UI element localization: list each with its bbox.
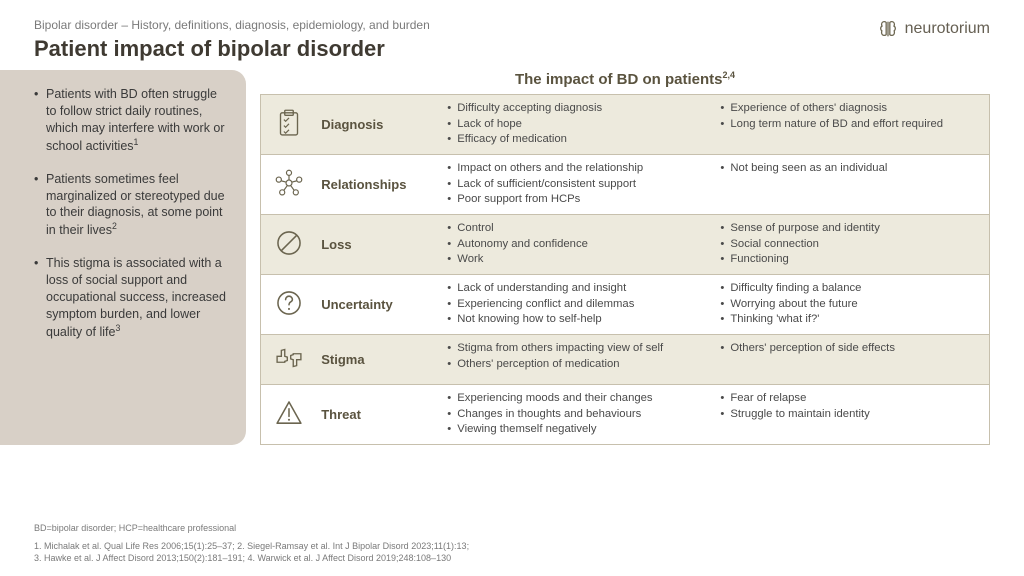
row-items: Impact on others and the relationshipLac… (443, 155, 716, 215)
loss-icon (261, 215, 318, 275)
brand-logo: neurotorium (877, 18, 990, 40)
list-item: Not knowing how to self-help (447, 312, 708, 327)
relationships-icon (261, 155, 318, 215)
list-item: Work (447, 252, 708, 267)
diagnosis-icon (261, 95, 318, 155)
row-items: Stigma from others impacting view of sel… (443, 335, 716, 385)
list-item: Poor support from HCPs (447, 192, 708, 207)
list-item: Functioning (720, 252, 981, 267)
abbreviations: BD=bipolar disorder; HCP=healthcare prof… (34, 522, 990, 534)
list-item: Difficulty finding a balance (720, 281, 981, 296)
list-item: Long term nature of BD and effort requir… (720, 117, 981, 132)
breadcrumb: Bipolar disorder – History, definitions,… (34, 18, 990, 32)
impact-table: DiagnosisDifficulty accepting diagnosisL… (260, 94, 990, 445)
table-title: The impact of BD on patients2,4 (260, 70, 990, 88)
list-item: Lack of hope (447, 117, 708, 132)
stigma-icon (261, 335, 318, 385)
list-item: Stigma from others impacting view of sel… (447, 341, 708, 356)
list-item: Experience of others' diagnosis (720, 101, 981, 116)
list-item: Worrying about the future (720, 297, 981, 312)
list-item: Control (447, 221, 708, 236)
row-items: Experiencing moods and their changesChan… (443, 385, 716, 445)
brain-icon (877, 18, 899, 40)
list-item: Experiencing conflict and dilemmas (447, 297, 708, 312)
references-line: 1. Michalak et al. Qual Life Res 2006;15… (34, 540, 990, 552)
list-item: Social connection (720, 237, 981, 252)
list-item: Others' perception of medication (447, 357, 708, 372)
sidebar-bullet: This stigma is associated with a loss of… (34, 255, 228, 341)
row-label: Uncertainty (317, 275, 443, 335)
list-item: Thinking 'what if?' (720, 312, 981, 327)
brand-name: neurotorium (905, 20, 990, 38)
list-item: Lack of sufficient/consistent support (447, 177, 708, 192)
list-item: Lack of understanding and insight (447, 281, 708, 296)
list-item: Difficulty accepting diagnosis (447, 101, 708, 116)
row-items: Difficulty finding a balanceWorrying abo… (716, 275, 989, 335)
row-items: Difficulty accepting diagnosisLack of ho… (443, 95, 716, 155)
references-line: 3. Hawke et al. J Affect Disord 2013;150… (34, 552, 990, 564)
row-items: Others' perception of side effects (716, 335, 989, 385)
row-label: Loss (317, 215, 443, 275)
list-item: Fear of relapse (720, 391, 981, 406)
row-items: ControlAutonomy and confidenceWork (443, 215, 716, 275)
row-label: Relationships (317, 155, 443, 215)
sidebar-panel: Patients with BD often struggle to follo… (0, 70, 246, 445)
row-label: Diagnosis (317, 95, 443, 155)
list-item: Struggle to maintain identity (720, 407, 981, 422)
impact-table-wrap: The impact of BD on patients2,4 Diagnosi… (260, 70, 990, 445)
row-items: Fear of relapseStruggle to maintain iden… (716, 385, 989, 445)
row-items: Not being seen as an individual (716, 155, 989, 215)
row-label: Stigma (317, 335, 443, 385)
table-row: UncertaintyLack of understanding and ins… (261, 275, 990, 335)
sidebar-bullet: Patients sometimes feel marginalized or … (34, 171, 228, 240)
list-item: Not being seen as an individual (720, 161, 981, 176)
table-row: RelationshipsImpact on others and the re… (261, 155, 990, 215)
row-items: Sense of purpose and identitySocial conn… (716, 215, 989, 275)
row-items: Experience of others' diagnosisLong term… (716, 95, 989, 155)
list-item: Autonomy and confidence (447, 237, 708, 252)
uncertainty-icon (261, 275, 318, 335)
footnotes: BD=bipolar disorder; HCP=healthcare prof… (34, 522, 990, 564)
list-item: Viewing themself negatively (447, 422, 708, 437)
table-row: Stigma Stigma from others impacting view … (261, 335, 990, 385)
list-item: Changes in thoughts and behaviours (447, 407, 708, 422)
list-item: Impact on others and the relationship (447, 161, 708, 176)
row-items: Lack of understanding and insightExperie… (443, 275, 716, 335)
table-row: ThreatExperiencing moods and their chang… (261, 385, 990, 445)
row-label: Threat (317, 385, 443, 445)
list-item: Efficacy of medication (447, 132, 708, 147)
list-item: Others' perception of side effects (720, 341, 981, 356)
table-row: DiagnosisDifficulty accepting diagnosisL… (261, 95, 990, 155)
list-item: Experiencing moods and their changes (447, 391, 708, 406)
list-item: Sense of purpose and identity (720, 221, 981, 236)
sidebar-bullet: Patients with BD often struggle to follo… (34, 86, 228, 155)
threat-icon (261, 385, 318, 445)
table-row: LossControlAutonomy and confidenceWorkSe… (261, 215, 990, 275)
page-title: Patient impact of bipolar disorder (34, 36, 990, 62)
